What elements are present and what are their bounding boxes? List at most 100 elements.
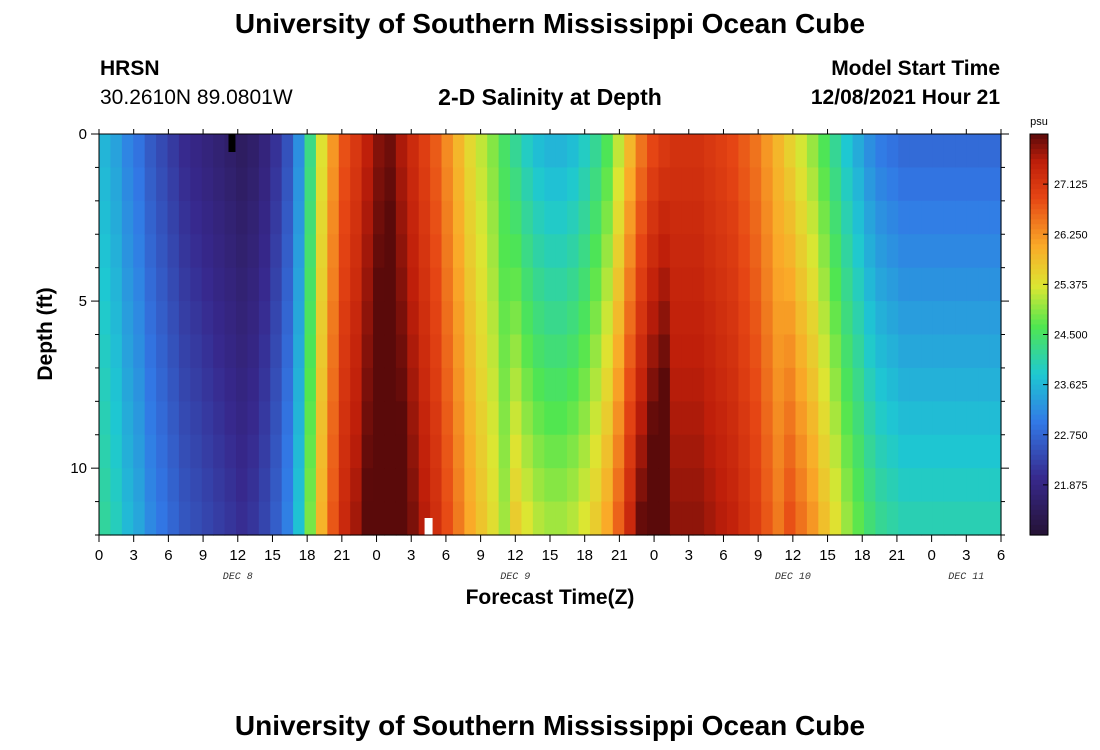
heatmap-cell xyxy=(510,234,523,269)
x-tick-label: 15 xyxy=(264,547,281,564)
heatmap-cell xyxy=(738,167,751,202)
heatmap-cell xyxy=(110,401,123,436)
x-tick-label: 6 xyxy=(997,547,1005,564)
x-tick-label: 15 xyxy=(542,547,559,564)
heatmap-cell xyxy=(236,401,249,436)
heatmap-cell xyxy=(407,167,420,202)
heatmap-cell xyxy=(555,167,568,202)
heatmap-cell xyxy=(726,334,739,369)
heatmap-cell xyxy=(327,501,340,536)
heatmap-cell xyxy=(749,367,762,402)
heatmap-cell xyxy=(715,200,728,235)
heatmap-cell xyxy=(407,234,420,269)
heatmap-cell xyxy=(532,234,545,269)
plot-title: 2-D Salinity at Depth xyxy=(438,84,662,110)
colorbar-segment xyxy=(1030,189,1048,195)
heatmap-cell xyxy=(978,234,991,269)
heatmap-cell xyxy=(544,200,557,235)
heatmap-cell xyxy=(841,134,854,169)
heatmap-cell xyxy=(384,200,397,235)
heatmap-cell xyxy=(133,200,146,235)
heatmap-cell xyxy=(304,401,317,436)
heatmap-cell xyxy=(258,334,271,369)
heatmap-cell xyxy=(167,301,180,336)
heatmap-cell xyxy=(715,134,728,169)
heatmap-cell xyxy=(407,334,420,369)
heatmap-cell xyxy=(738,501,751,536)
heatmap-cell xyxy=(521,434,534,469)
heatmap-cell xyxy=(692,200,705,235)
colorbar-segment xyxy=(1030,499,1048,506)
colorbar-segment xyxy=(1030,329,1048,336)
heatmap-cell xyxy=(567,434,580,469)
heatmap-cell xyxy=(110,367,123,402)
y-tick-label: 5 xyxy=(79,293,87,310)
heatmap-cell xyxy=(806,367,819,402)
heatmap-cell xyxy=(715,234,728,269)
colorbar-segment xyxy=(1030,519,1048,526)
heatmap-cell xyxy=(943,334,956,369)
heatmap-cell xyxy=(863,267,877,302)
heatmap-cell xyxy=(213,334,226,369)
heatmap-cell xyxy=(133,334,146,369)
x-tick-label: 3 xyxy=(685,547,693,564)
heatmap-cell xyxy=(624,301,637,336)
heatmap-cell xyxy=(213,434,226,469)
colorbar-segment xyxy=(1030,279,1048,285)
heatmap-cell xyxy=(544,301,557,336)
heatmap-cell xyxy=(978,200,991,235)
colorbar-segment xyxy=(1030,154,1048,160)
heatmap-cell xyxy=(589,334,602,369)
heatmap-cell xyxy=(224,301,237,336)
heatmap-cell xyxy=(658,134,671,169)
x-tick-label: 12 xyxy=(507,547,524,564)
heatmap-cell xyxy=(578,234,591,269)
heatmap-cell xyxy=(201,167,214,202)
heatmap-cell xyxy=(521,468,534,503)
heatmap-cell xyxy=(795,501,808,536)
heatmap-cell xyxy=(624,434,637,469)
heatmap-cell xyxy=(213,234,226,269)
heatmap-cell xyxy=(978,501,991,536)
heatmap-cell xyxy=(498,468,511,503)
heatmap-cell xyxy=(224,468,237,503)
heatmap-cell xyxy=(475,401,488,436)
heatmap-cell xyxy=(624,200,637,235)
heatmap-cell xyxy=(293,200,306,235)
heatmap-cell xyxy=(521,401,534,436)
heatmap-cell xyxy=(532,468,545,503)
heatmap-cell xyxy=(384,434,397,469)
heatmap-cell xyxy=(852,267,865,302)
heatmap-cell xyxy=(452,200,465,235)
heatmap-cell xyxy=(521,134,534,169)
heatmap-cell xyxy=(532,434,545,469)
heatmap-cell xyxy=(669,434,682,469)
heatmap-cell xyxy=(841,468,854,503)
heatmap-cell xyxy=(464,468,477,503)
heatmap-cell xyxy=(224,167,237,202)
heatmap-cell xyxy=(818,367,831,402)
heatmap-cell xyxy=(464,167,477,202)
heatmap-cell xyxy=(487,234,500,269)
colorbar-segment xyxy=(1030,309,1048,316)
heatmap-cell xyxy=(898,334,911,369)
heatmap-cell xyxy=(863,501,877,536)
heatmap-cell xyxy=(498,134,511,169)
heatmap-cell xyxy=(373,434,386,469)
heatmap-cell xyxy=(133,468,146,503)
heatmap-cell xyxy=(201,367,214,402)
colorbar-segment xyxy=(1030,434,1048,441)
colorbar-segment xyxy=(1030,164,1048,170)
heatmap-cell xyxy=(749,401,762,436)
heatmap-cell xyxy=(487,167,500,202)
heatmap-cell xyxy=(270,200,283,235)
heatmap-cell xyxy=(738,301,751,336)
heatmap-cell xyxy=(304,434,317,469)
heatmap-cell xyxy=(669,468,682,503)
heatmap-cell xyxy=(156,501,169,536)
heatmap-cell xyxy=(475,234,488,269)
heatmap-cell xyxy=(898,501,911,536)
heatmap-cell xyxy=(373,401,386,436)
heatmap-cell xyxy=(418,234,431,269)
heatmap-cell xyxy=(612,468,625,503)
